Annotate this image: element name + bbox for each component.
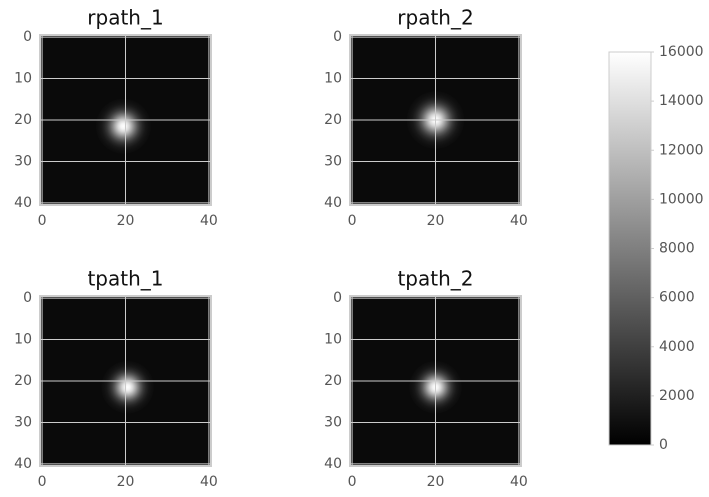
x-tick-label: 0 (38, 474, 47, 490)
x-tick-label: 40 (200, 213, 218, 229)
spot (95, 98, 151, 154)
y-tick-label: 10 (14, 332, 32, 348)
panel-title: tpath_1 (87, 267, 163, 291)
y-tick-label: 20 (324, 112, 342, 128)
panel-title: tpath_2 (397, 267, 473, 291)
y-tick-label: 0 (23, 29, 32, 45)
x-tick-label: 40 (510, 213, 528, 229)
colorbar-tick-label: 14000 (659, 93, 704, 109)
y-tick-label: 20 (14, 373, 32, 389)
colorbar-tick-label: 8000 (659, 241, 695, 257)
colorbar (608, 51, 652, 446)
y-tick-label: 10 (324, 71, 342, 87)
x-tick-label: 40 (200, 474, 218, 490)
y-tick-label: 40 (14, 456, 32, 472)
x-tick-label: 0 (38, 213, 47, 229)
y-tick-label: 30 (14, 153, 32, 169)
y-tick-label: 0 (23, 290, 32, 306)
y-tick-label: 10 (14, 71, 32, 87)
x-tick-label: 0 (348, 213, 357, 229)
spot (101, 360, 154, 414)
axes-frame (39, 295, 212, 467)
y-tick-label: 10 (324, 332, 342, 348)
panel-title: rpath_2 (397, 6, 473, 30)
axes-frame (349, 295, 522, 467)
x-tick-label: 20 (427, 474, 445, 490)
y-tick-label: 30 (324, 414, 342, 430)
x-tick-label: 20 (117, 474, 135, 490)
colorbar-tick-label: 6000 (659, 290, 695, 306)
y-tick-label: 0 (333, 290, 342, 306)
x-tick-label: 0 (348, 474, 357, 490)
x-tick-label: 40 (510, 474, 528, 490)
y-tick-label: 30 (14, 414, 32, 430)
y-tick-label: 20 (14, 112, 32, 128)
panel-title: rpath_1 (87, 6, 163, 30)
colorbar-tick-label: 10000 (659, 191, 704, 207)
axes-frame (349, 34, 522, 206)
colorbar-tick-label: 2000 (659, 388, 695, 404)
colorbar-tick-label: 12000 (659, 142, 704, 158)
x-tick-label: 20 (117, 213, 135, 229)
colorbar-tick-label: 0 (659, 437, 668, 453)
y-tick-label: 20 (324, 373, 342, 389)
y-tick-label: 40 (324, 456, 342, 472)
y-tick-label: 40 (324, 195, 342, 211)
y-tick-label: 0 (333, 29, 342, 45)
colorbar-tick-label: 16000 (659, 44, 704, 60)
y-tick-label: 30 (324, 153, 342, 169)
axes-frame (39, 34, 212, 206)
x-tick-label: 20 (427, 213, 445, 229)
y-tick-label: 40 (14, 195, 32, 211)
colorbar-tick-label: 4000 (659, 339, 695, 355)
